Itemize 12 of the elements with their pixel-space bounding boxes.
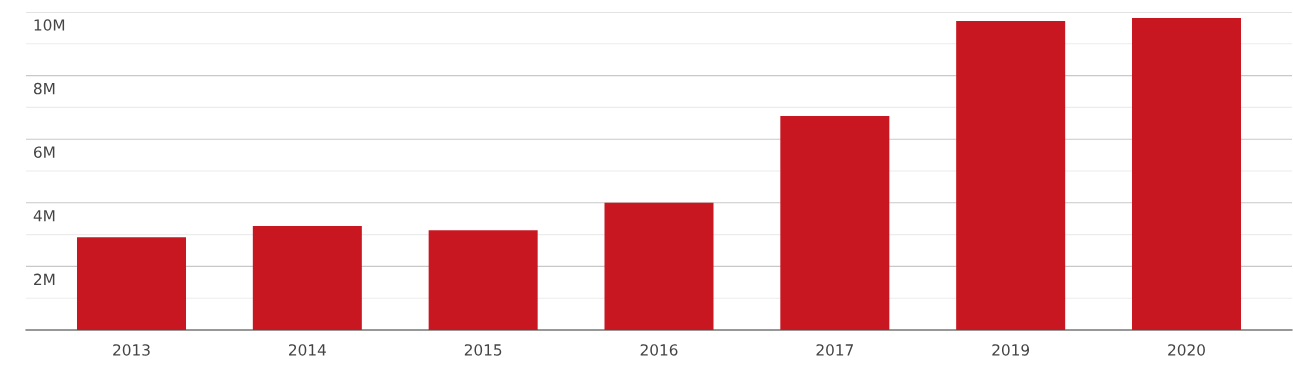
y-tick-label: 6M [34,146,55,158]
y-tick-label: 8M [33,82,55,95]
x-tick-label: 2013 [113,344,150,356]
x-tick-label: 2017 [816,344,853,356]
x-tick-label: 2016 [640,344,678,356]
x-tick-label: 2020 [1168,344,1205,356]
x-tick-label: 2019 [992,344,1030,356]
x-tick-label: 2014 [289,344,326,356]
y-tick-label: 4M [33,210,55,222]
y-tick-label: 10M [34,19,65,31]
y-tick-label: 2M [34,273,55,285]
x-tick-label: 2015 [464,344,502,356]
